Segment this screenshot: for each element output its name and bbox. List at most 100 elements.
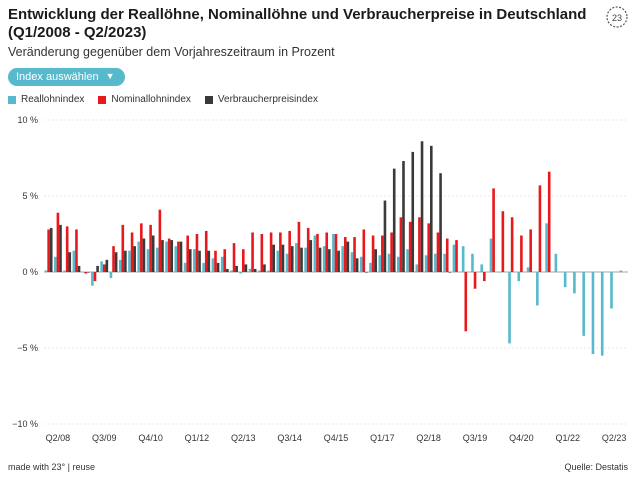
bar-verbraucherpreisindex[interactable]	[263, 264, 266, 272]
bar-nominallohnindex[interactable]	[242, 249, 245, 272]
legend-item-nominallohnindex[interactable]: Nominallohnindex	[98, 94, 191, 105]
bar-nominallohnindex[interactable]	[483, 272, 486, 282]
bar-reallohnindex[interactable]	[257, 270, 261, 272]
bar-reallohnindex[interactable]	[332, 234, 335, 272]
bar-nominallohnindex[interactable]	[343, 237, 347, 272]
bar-nominallohnindex[interactable]	[186, 235, 189, 272]
bar-nominallohnindex[interactable]	[140, 223, 143, 272]
bar-nominallohnindex[interactable]	[56, 212, 60, 272]
bar-reallohnindex[interactable]	[582, 272, 585, 336]
bar-reallohnindex[interactable]	[118, 259, 122, 272]
legend-item-verbraucherpreisindex[interactable]: Verbraucherpreisindex	[204, 94, 318, 105]
bar-verbraucherpreisindex[interactable]	[244, 264, 248, 272]
bar-reallohnindex[interactable]	[369, 262, 372, 272]
bar-nominallohnindex[interactable]	[232, 243, 236, 272]
bar-verbraucherpreisindex[interactable]	[365, 272, 368, 273]
bar-nominallohnindex[interactable]	[269, 232, 273, 272]
bar-nominallohnindex[interactable]	[427, 223, 430, 272]
bar-nominallohnindex[interactable]	[204, 230, 208, 272]
bar-reallohnindex[interactable]	[72, 250, 76, 272]
bar-nominallohnindex[interactable]	[84, 272, 88, 274]
bar-verbraucherpreisindex[interactable]	[411, 151, 415, 272]
bar-verbraucherpreisindex[interactable]	[355, 258, 359, 272]
bar-reallohnindex[interactable]	[322, 246, 326, 272]
bar-reallohnindex[interactable]	[619, 270, 623, 272]
bar-verbraucherpreisindex[interactable]	[216, 262, 220, 272]
bar-verbraucherpreisindex[interactable]	[402, 161, 405, 272]
bar-reallohnindex[interactable]	[536, 272, 539, 306]
bar-verbraucherpreisindex[interactable]	[226, 268, 229, 272]
bar-verbraucherpreisindex[interactable]	[281, 244, 285, 272]
legend-item-reallohnindex[interactable]: Reallohnindex	[8, 94, 84, 105]
bar-reallohnindex[interactable]	[285, 253, 289, 272]
bar-reallohnindex[interactable]	[480, 264, 484, 272]
bar-reallohnindex[interactable]	[591, 272, 595, 355]
bar-nominallohnindex[interactable]	[408, 221, 412, 272]
bar-reallohnindex[interactable]	[109, 272, 113, 279]
bar-nominallohnindex[interactable]	[399, 217, 403, 272]
bar-reallohnindex[interactable]	[146, 249, 150, 272]
bar-reallohnindex[interactable]	[563, 272, 567, 288]
bar-reallohnindex[interactable]	[452, 244, 456, 272]
bar-verbraucherpreisindex[interactable]	[198, 250, 201, 272]
bar-reallohnindex[interactable]	[137, 241, 141, 272]
bar-reallohnindex[interactable]	[517, 272, 521, 282]
bar-nominallohnindex[interactable]	[547, 171, 551, 272]
bar-nominallohnindex[interactable]	[288, 230, 291, 272]
bar-reallohnindex[interactable]	[100, 261, 103, 272]
bar-reallohnindex[interactable]	[174, 246, 178, 272]
bar-nominallohnindex[interactable]	[325, 232, 329, 272]
bar-nominallohnindex[interactable]	[158, 209, 162, 272]
bar-verbraucherpreisindex[interactable]	[207, 250, 211, 272]
bar-reallohnindex[interactable]	[63, 270, 66, 272]
bar-reallohnindex[interactable]	[239, 272, 243, 274]
bar-nominallohnindex[interactable]	[121, 224, 125, 272]
bar-nominallohnindex[interactable]	[279, 232, 282, 272]
bar-nominallohnindex[interactable]	[214, 250, 217, 272]
bar-nominallohnindex[interactable]	[390, 232, 393, 272]
bar-nominallohnindex[interactable]	[334, 234, 338, 272]
bar-verbraucherpreisindex[interactable]	[105, 259, 109, 272]
bar-reallohnindex[interactable]	[128, 250, 131, 272]
bar-reallohnindex[interactable]	[267, 270, 270, 272]
bar-reallohnindex[interactable]	[415, 264, 419, 272]
bar-reallohnindex[interactable]	[81, 272, 85, 273]
bar-verbraucherpreisindex[interactable]	[235, 265, 238, 272]
bar-verbraucherpreisindex[interactable]	[309, 240, 313, 272]
bar-verbraucherpreisindex[interactable]	[77, 265, 81, 272]
bar-reallohnindex[interactable]	[230, 270, 233, 272]
bar-verbraucherpreisindex[interactable]	[318, 247, 322, 272]
bar-verbraucherpreisindex[interactable]	[272, 244, 276, 272]
bar-nominallohnindex[interactable]	[445, 238, 449, 272]
bar-reallohnindex[interactable]	[44, 270, 48, 272]
bar-reallohnindex[interactable]	[202, 262, 205, 272]
bar-verbraucherpreisindex[interactable]	[439, 173, 442, 272]
bar-nominallohnindex[interactable]	[195, 234, 199, 272]
bar-verbraucherpreisindex[interactable]	[300, 247, 303, 272]
bar-reallohnindex[interactable]	[554, 253, 558, 272]
bar-verbraucherpreisindex[interactable]	[151, 235, 155, 272]
bar-reallohnindex[interactable]	[397, 256, 400, 272]
bar-reallohnindex[interactable]	[406, 249, 409, 272]
bar-verbraucherpreisindex[interactable]	[253, 268, 257, 272]
bar-reallohnindex[interactable]	[304, 247, 307, 272]
bar-reallohnindex[interactable]	[600, 272, 604, 356]
index-select-dropdown[interactable]: Index auswählen ▼	[8, 68, 125, 86]
bar-reallohnindex[interactable]	[350, 252, 354, 272]
bar-verbraucherpreisindex[interactable]	[337, 250, 340, 272]
bar-nominallohnindex[interactable]	[464, 272, 468, 332]
bar-reallohnindex[interactable]	[573, 272, 576, 294]
bar-verbraucherpreisindex[interactable]	[346, 241, 350, 272]
bar-reallohnindex[interactable]	[508, 272, 511, 344]
bar-reallohnindex[interactable]	[387, 253, 391, 272]
bar-reallohnindex[interactable]	[443, 253, 446, 272]
bar-nominallohnindex[interactable]	[510, 217, 514, 272]
bar-reallohnindex[interactable]	[193, 249, 196, 272]
bar-nominallohnindex[interactable]	[538, 185, 542, 272]
bar-verbraucherpreisindex[interactable]	[87, 272, 90, 273]
bar-nominallohnindex[interactable]	[362, 229, 366, 272]
bar-verbraucherpreisindex[interactable]	[374, 249, 377, 272]
bar-reallohnindex[interactable]	[248, 268, 252, 272]
bar-nominallohnindex[interactable]	[102, 264, 106, 272]
bar-nominallohnindex[interactable]	[353, 237, 356, 272]
